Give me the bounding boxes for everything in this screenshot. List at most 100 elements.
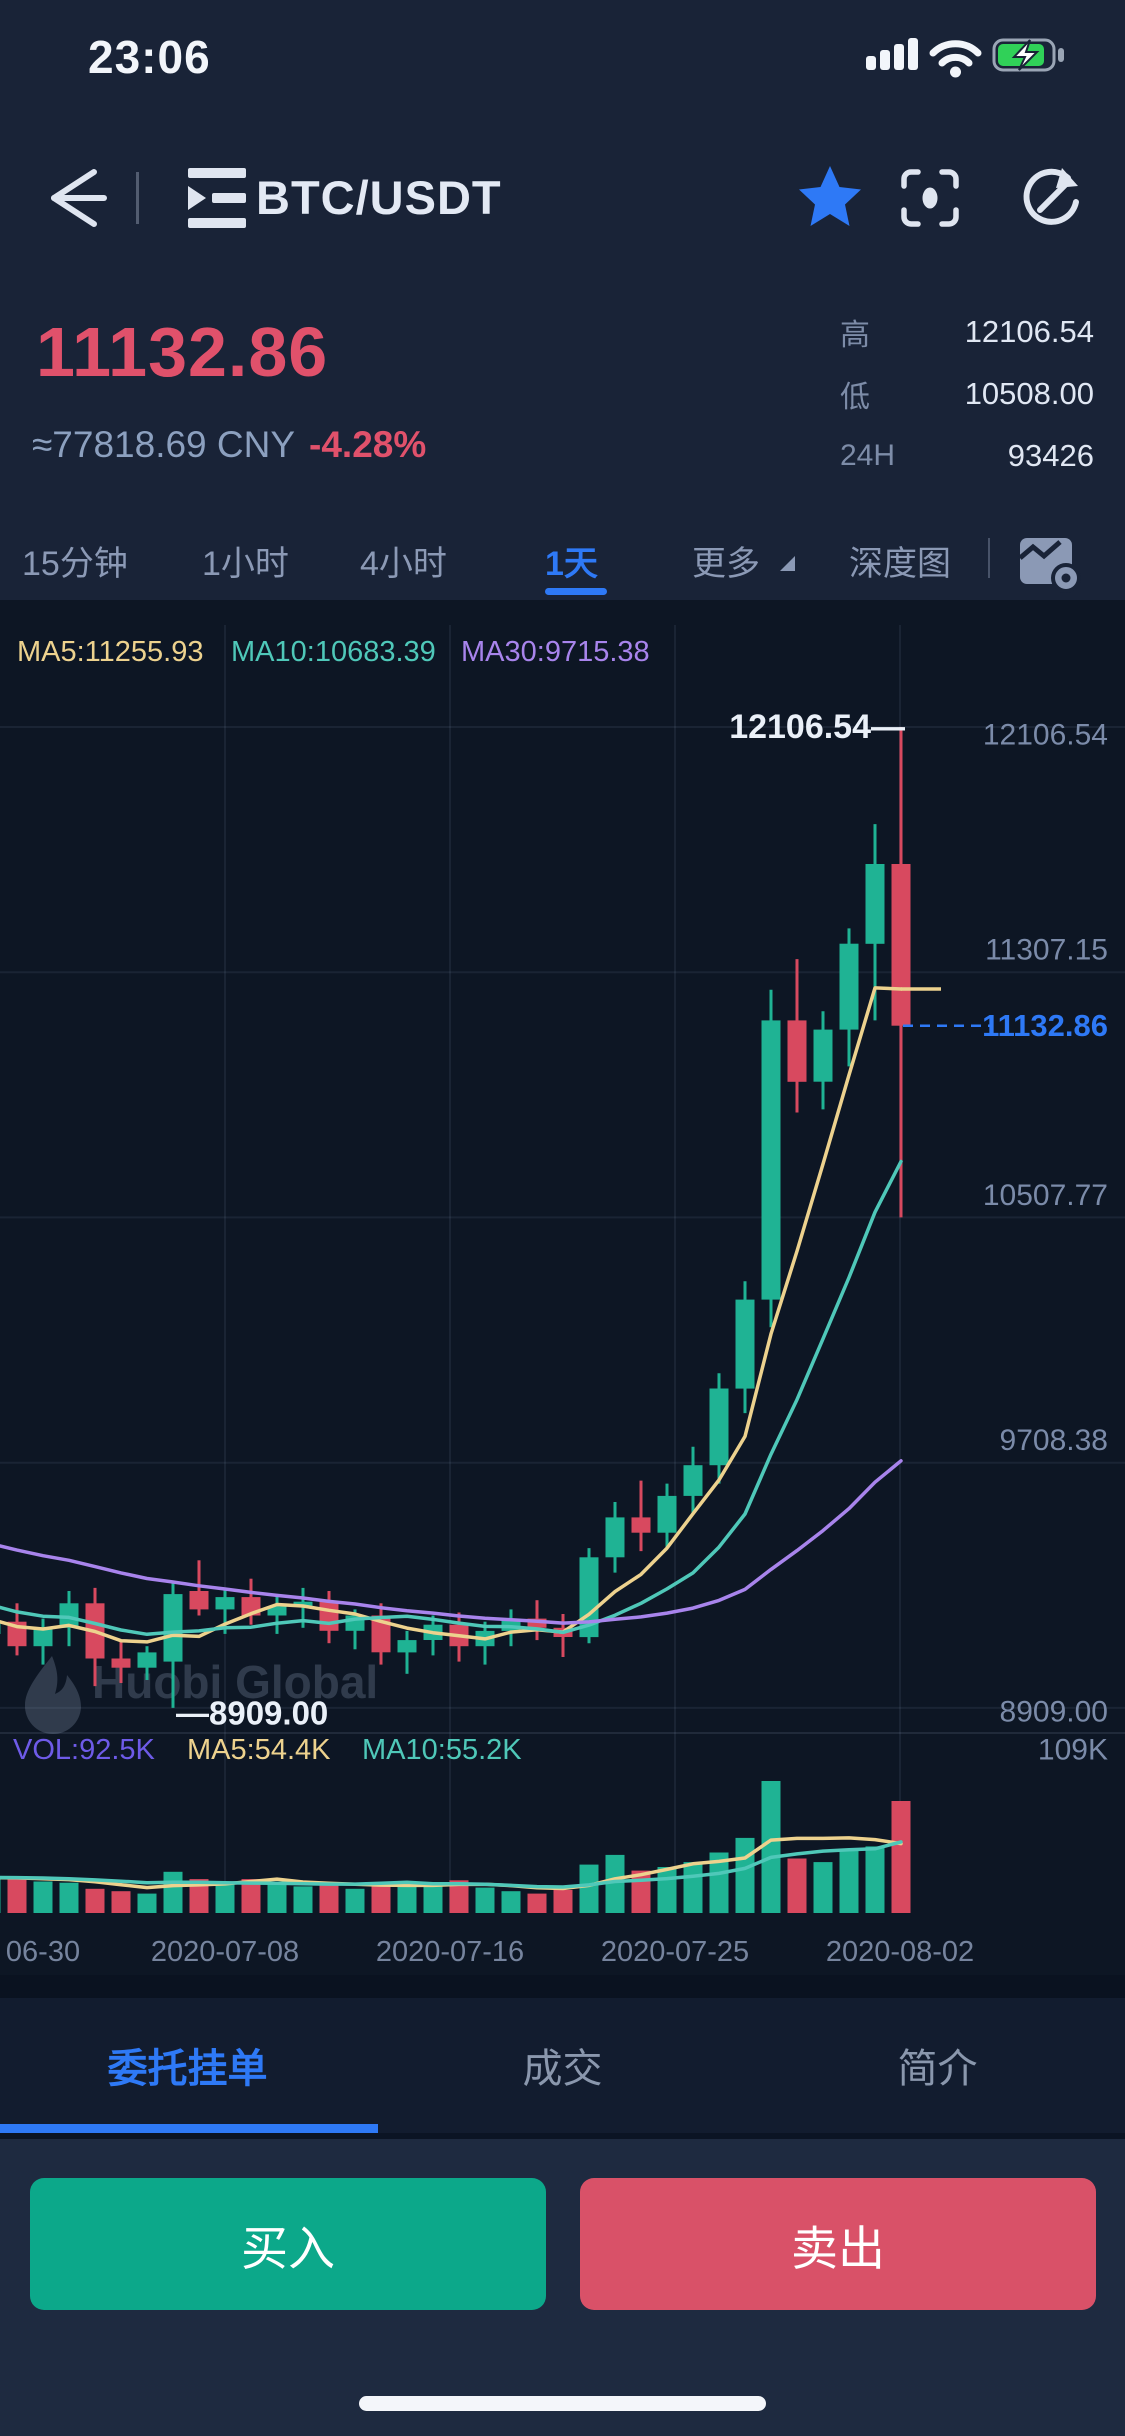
fiat-and-change: ≈77818.69 CNY -4.28%: [32, 424, 426, 466]
high-value: 12106.54: [964, 314, 1094, 349]
x-axis-label: 06-30: [6, 1936, 80, 1968]
stat-volume-row: 24H 93426: [840, 436, 1094, 476]
volume-bar: [579, 1864, 599, 1913]
legend-vol-ma5: MA5:54.4K: [187, 1734, 331, 1766]
volume-bar: [33, 1881, 53, 1913]
back-button[interactable]: [0, 150, 160, 250]
candle-body: [605, 1517, 625, 1558]
legend-vol-ma10: MA10:55.2K: [362, 1734, 522, 1766]
y-axis-label: 8909.00: [1000, 1695, 1108, 1728]
y-axis-label: 12106.54: [983, 719, 1108, 752]
signal-icon: [866, 38, 918, 70]
volume-bar: [605, 1854, 625, 1913]
candle-body: [683, 1465, 703, 1496]
legend-ma30: MA30:9715.38: [461, 636, 650, 668]
volume-bar: [891, 1801, 911, 1913]
buy-button[interactable]: 买入: [30, 2178, 546, 2310]
tab-4hour[interactable]: 4小时: [360, 545, 447, 583]
legend-ma5: MA5:11255.93: [17, 636, 204, 668]
fiat-value: ≈77818.69 CNY: [32, 424, 296, 465]
candle-body: [839, 943, 859, 1030]
last-price-axis-label: 11132.86: [982, 1008, 1108, 1043]
volume-bar: [501, 1891, 521, 1913]
volume-24h-value: 93426: [1007, 438, 1094, 473]
watermark-flame-icon: [24, 1656, 81, 1735]
x-axis-label: 2020-08-02: [826, 1936, 974, 1968]
bottom-tab-underline: [0, 2124, 378, 2133]
candle-body: [397, 1640, 417, 1653]
section-divider: [0, 1975, 1125, 1998]
last-price: 11132.86: [36, 313, 329, 391]
volume-bar: [423, 1886, 443, 1913]
candle-body: [0, 1621, 1, 1634]
tab-15min[interactable]: 15分钟: [22, 545, 128, 583]
top-section: [0, 0, 1125, 600]
kline-chart[interactable]: Huobi Global11132.8612106.5411307.151050…: [0, 600, 1125, 1975]
pair-title[interactable]: BTC/USDT: [256, 171, 502, 224]
candle-body: [787, 1020, 807, 1082]
candle-body: [813, 1029, 833, 1082]
volume-bar: [813, 1862, 833, 1913]
candle-body: [59, 1603, 79, 1628]
candle-body: [319, 1601, 339, 1631]
volume-bar: [163, 1871, 183, 1913]
home-indicator[interactable]: [359, 2396, 766, 2411]
tab-trades[interactable]: 成交: [522, 2047, 603, 2091]
vol-ma10-line: [0, 1840, 903, 1889]
star-icon: [799, 166, 861, 226]
low-label: 低: [840, 381, 870, 414]
favorite-button[interactable]: [796, 164, 866, 234]
tab-open-orders[interactable]: 委托挂单: [107, 2047, 268, 2091]
low-value: 10508.00: [964, 376, 1094, 411]
y-axis-label: 10507.77: [983, 1179, 1108, 1212]
x-axis-label: 2020-07-25: [601, 1936, 749, 1968]
ma10-line: [0, 1159, 903, 1637]
volume-bar: [787, 1858, 807, 1913]
volume-bar: [839, 1850, 859, 1913]
candle-body: [111, 1658, 131, 1668]
bottom-tab-bar: 委托挂单 成交 简介: [0, 1998, 1125, 2133]
candle-body: [163, 1594, 183, 1662]
scan-button[interactable]: [898, 166, 962, 230]
volume-bar: [267, 1881, 287, 1913]
legend-vol: VOL:92.5K: [13, 1734, 156, 1766]
candle-body: [137, 1652, 157, 1668]
volume-bar: [137, 1893, 157, 1913]
active-tab-underline: [545, 588, 607, 595]
candle-body: [33, 1627, 53, 1647]
status-icons: [866, 38, 1064, 78]
volume-bar: [761, 1781, 781, 1913]
ma30-line: [0, 1459, 903, 1625]
candle-body: [293, 1601, 313, 1607]
back-arrow-icon: [51, 169, 107, 227]
candle-body: [735, 1299, 755, 1389]
chart-settings-button[interactable]: [1014, 530, 1090, 594]
volume-bar: [215, 1883, 235, 1913]
stat-high-row: 高 12106.54: [840, 312, 1094, 352]
tab-more[interactable]: 更多: [692, 545, 760, 583]
volume-bar: [709, 1852, 729, 1914]
more-dropdown-icon: [780, 556, 795, 571]
tab-1day[interactable]: 1天: [545, 545, 598, 583]
volume-bar: [189, 1879, 209, 1913]
candle-body: [267, 1606, 287, 1616]
status-time: 23:06: [88, 31, 211, 83]
volume-bar: [527, 1893, 547, 1913]
candle-body: [631, 1517, 651, 1533]
sell-button[interactable]: 卖出: [580, 2178, 1096, 2310]
y-axis-label: 9708.38: [1000, 1424, 1108, 1457]
volume-bar: [475, 1887, 495, 1913]
tab-1hour[interactable]: 1小时: [202, 545, 289, 583]
volume-24h-label: 24H: [840, 439, 896, 472]
volume-bar: [449, 1880, 469, 1913]
low-annotation: —8909.00: [176, 1695, 328, 1732]
refresh-button[interactable]: [1016, 164, 1086, 234]
tab-depth[interactable]: 深度图: [849, 545, 951, 583]
volume-bar: [865, 1846, 885, 1913]
tab-info[interactable]: 简介: [897, 2047, 978, 2091]
volume-scale-label: 109K: [1038, 1734, 1108, 1767]
market-list-button[interactable]: [180, 160, 260, 236]
candle-body: [761, 1020, 781, 1300]
ma5-line: [0, 986, 903, 1644]
